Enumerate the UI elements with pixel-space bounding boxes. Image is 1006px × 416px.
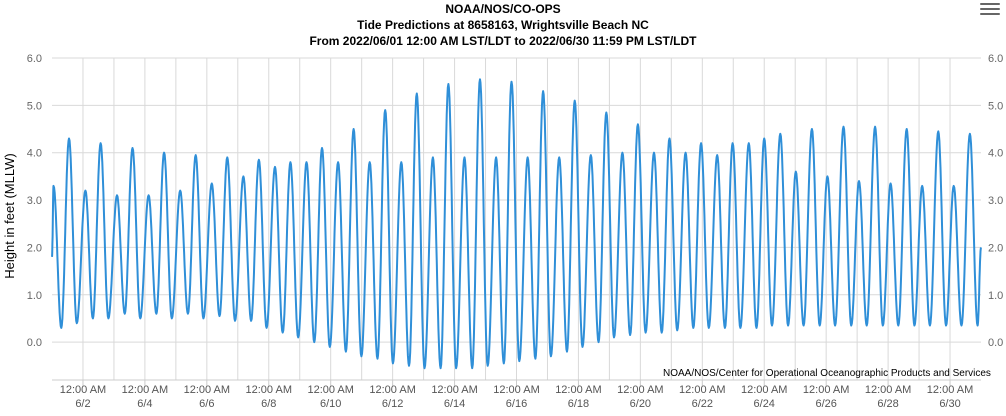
x-tick-label-time: 12:00 AM	[60, 384, 106, 396]
x-tick-label-date: 6/6	[199, 398, 214, 410]
x-tick-label-time: 12:00 AM	[927, 384, 973, 396]
y-tick-label-left: 5.0	[27, 100, 42, 112]
x-tick-label-date: 6/12	[382, 398, 403, 410]
y-tick-label-right: 3.0	[988, 195, 1003, 207]
x-tick-label-time: 12:00 AM	[246, 384, 292, 396]
y-tick-label-left: 6.0	[27, 53, 42, 65]
x-tick-label-date: 6/22	[692, 398, 713, 410]
x-tick-label-time: 12:00 AM	[184, 384, 230, 396]
x-axis: 12:00 AM 6/2 12:00 AM 6/4 12:00 AM 6/6 12:00 A…	[60, 380, 973, 410]
chart-title-station: Tide Predictions at 8658163, Wrightsvill…	[357, 18, 649, 32]
y-tick-label-right: 2.0	[988, 242, 1003, 254]
y-tick-label-left: 3.0	[27, 195, 42, 207]
x-tick-label-date: 6/20	[630, 398, 651, 410]
x-tick-label-date: 6/26	[815, 398, 836, 410]
y-tick-label-right: 5.0	[988, 100, 1003, 112]
chart-credits: NOAA/NOS/Center for Operational Oceanogr…	[663, 368, 991, 379]
y-axis-left: 6.0 5.0 4.0 3.0 2.0 1.0 0.0	[27, 53, 42, 349]
y-tick-label-left: 4.0	[27, 148, 42, 160]
x-tick-label-time: 12:00 AM	[307, 384, 353, 396]
y-axis-right: 6.0 5.0 4.0 3.0 2.0 1.0 0.0	[988, 53, 1003, 349]
y-tick-label-right: 1.0	[988, 290, 1003, 302]
x-tick-label-time: 12:00 AM	[679, 384, 725, 396]
chart-title-agency: NOAA/NOS/CO-OPS	[445, 2, 561, 16]
x-tick-label-date: 6/18	[568, 398, 589, 410]
y-axis-label: Height in feet (MLLW)	[2, 153, 17, 278]
y-tick-label-right: 4.0	[988, 148, 1003, 160]
y-tick-label-right: 0.0	[988, 337, 1003, 349]
x-tick-label-time: 12:00 AM	[493, 384, 539, 396]
x-tick-label-time: 12:00 AM	[617, 384, 663, 396]
x-tick-label-time: 12:00 AM	[865, 384, 911, 396]
y-tick-label-left: 2.0	[27, 242, 42, 254]
chart-title-range: From 2022/06/01 12:00 AM LST/LDT to 2022…	[309, 34, 697, 48]
x-tick-label-date: 6/2	[75, 398, 90, 410]
y-tick-label-left: 1.0	[27, 290, 42, 302]
hamburger-menu-icon[interactable]	[980, 0, 1000, 16]
tide-series	[51, 78, 982, 370]
x-tick-label-time: 12:00 AM	[555, 384, 601, 396]
y-tick-label-right: 6.0	[988, 53, 1003, 65]
x-tick-label-date: 6/10	[320, 398, 341, 410]
x-tick-label-date: 6/16	[506, 398, 527, 410]
x-tick-label-time: 12:00 AM	[431, 384, 477, 396]
x-tick-label-date: 6/8	[261, 398, 276, 410]
x-tick-label-time: 12:00 AM	[741, 384, 787, 396]
x-tick-label-date: 6/28	[877, 398, 898, 410]
x-tick-label-date: 6/4	[137, 398, 152, 410]
tide-line	[51, 78, 982, 370]
x-tick-label-date: 6/14	[444, 398, 465, 410]
x-tick-label-time: 12:00 AM	[803, 384, 849, 396]
x-tick-label-time: 12:00 AM	[369, 384, 415, 396]
y-tick-label-left: 0.0	[27, 337, 42, 349]
x-tick-label-date: 6/30	[939, 398, 960, 410]
x-tick-label-date: 6/24	[754, 398, 775, 410]
x-tick-label-time: 12:00 AM	[122, 384, 168, 396]
